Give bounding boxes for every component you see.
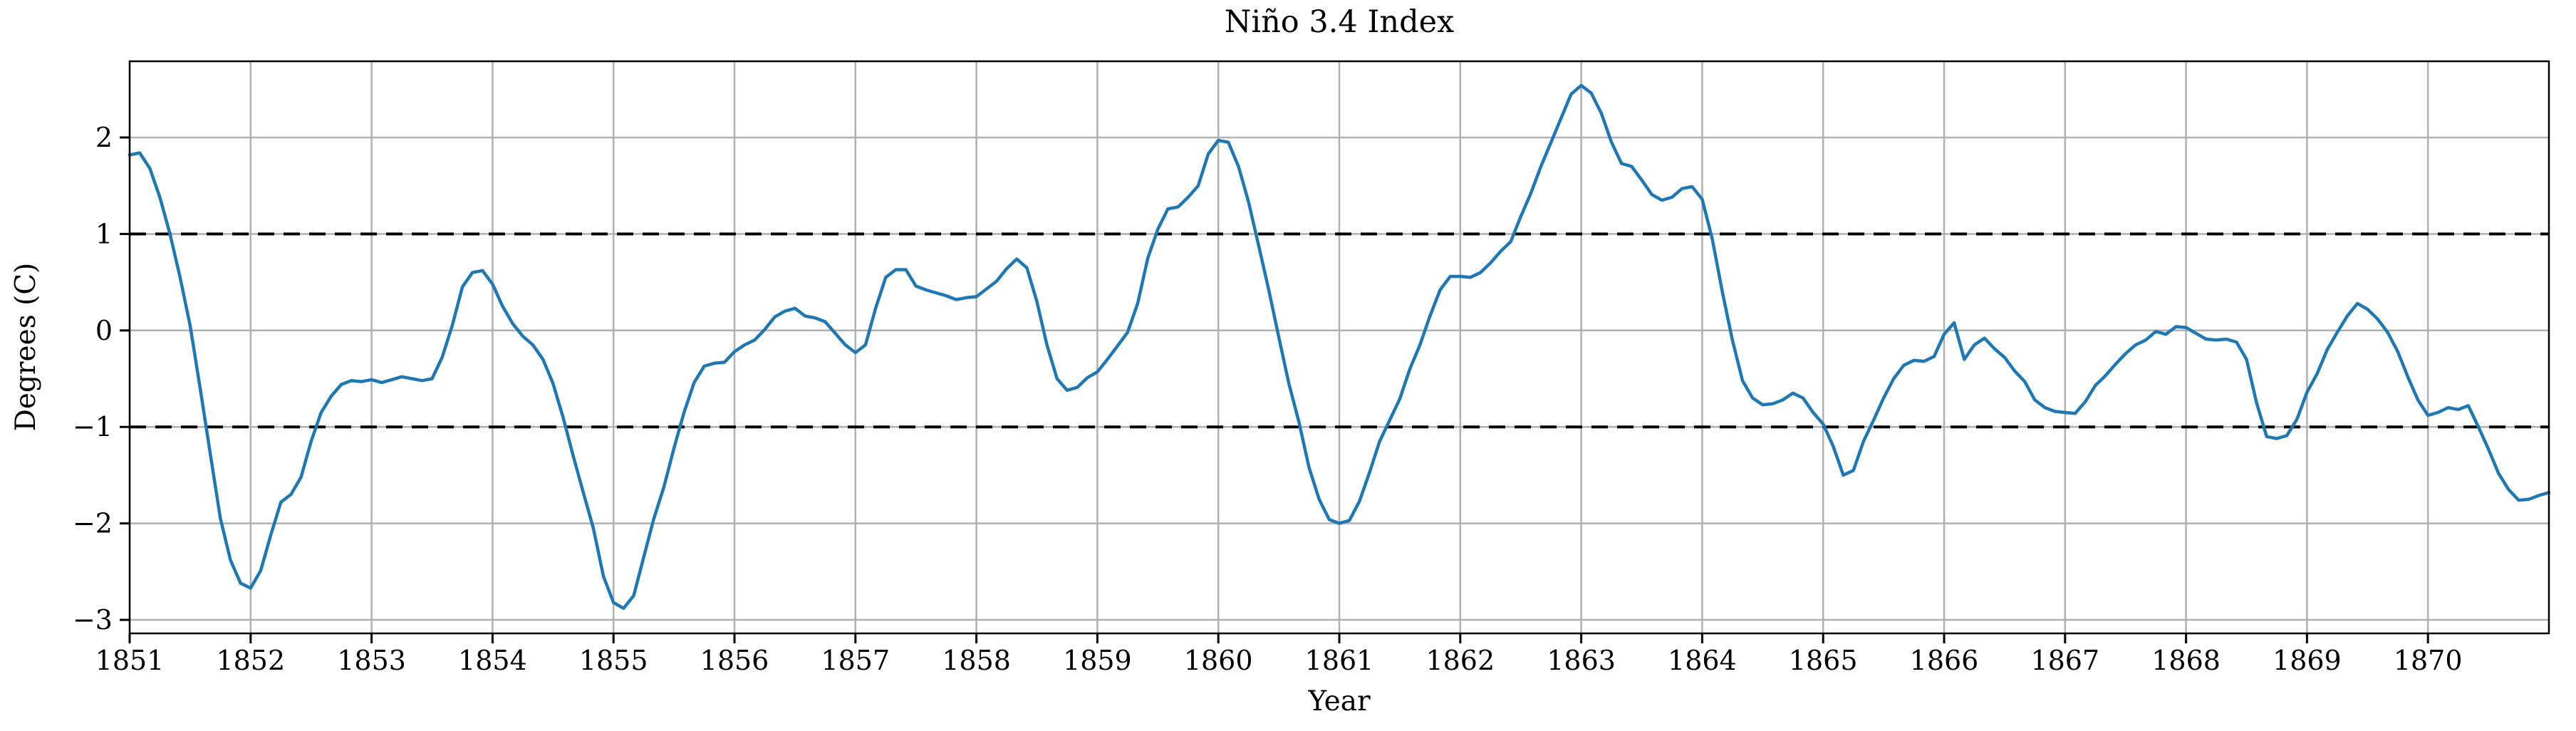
- x-tick-label: 1867: [2030, 645, 2099, 676]
- x-tick-label: 1864: [1668, 645, 1737, 676]
- x-tick-label: 1857: [821, 645, 890, 676]
- x-tick-label: 1856: [700, 645, 769, 676]
- x-tick-label: 1854: [458, 645, 527, 676]
- x-tick-label: 1870: [2394, 645, 2463, 676]
- x-tick-label: 1852: [216, 645, 285, 676]
- x-tick-label: 1868: [2151, 645, 2221, 676]
- x-tick-label: 1863: [1547, 645, 1616, 676]
- y-tick-label: 0: [95, 315, 113, 346]
- nino-index-line: [128, 83, 2551, 611]
- chart-title: Niño 3.4 Index: [1224, 4, 1455, 40]
- x-tick-label: 1853: [337, 645, 406, 676]
- x-tick-label: 1855: [579, 645, 648, 676]
- y-tick-label: −2: [73, 508, 113, 539]
- y-tick-label: 2: [95, 122, 113, 153]
- x-tick-label: 1858: [942, 645, 1011, 676]
- y-tick-label: 1: [95, 218, 113, 249]
- x-tick-label: 1866: [1910, 645, 1979, 676]
- x-tick-label: 1859: [1063, 645, 1132, 676]
- x-axis-label: Year: [1308, 685, 1371, 717]
- y-tick-label: −1: [73, 411, 113, 442]
- x-tick-label: 1862: [1425, 645, 1495, 676]
- x-tick-label: 1861: [1305, 645, 1374, 676]
- y-tick-label: −3: [73, 604, 113, 636]
- x-tick-label: 1869: [2273, 645, 2342, 676]
- x-tick-label: 1860: [1184, 645, 1253, 676]
- x-tick-label: 1851: [95, 645, 165, 676]
- x-tick-label: 1865: [1789, 645, 1858, 676]
